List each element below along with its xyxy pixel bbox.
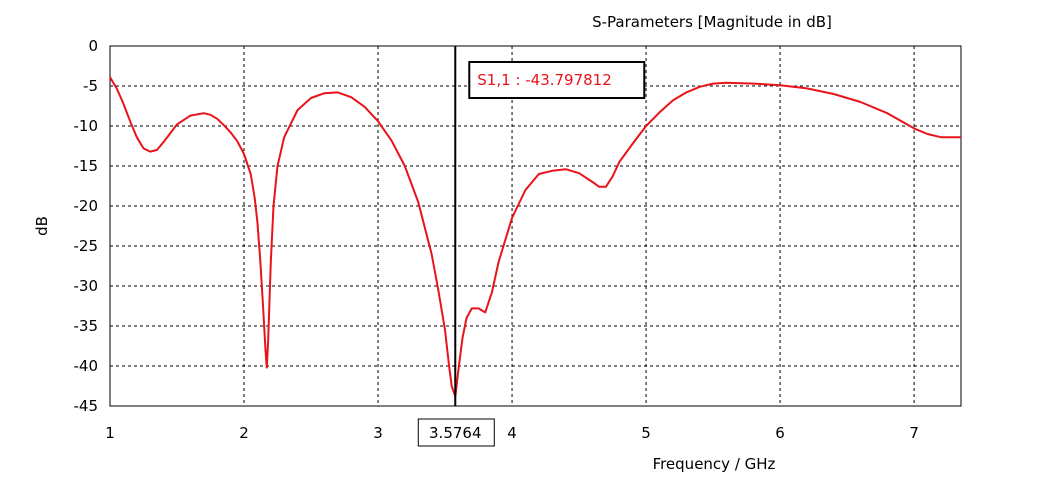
y-tick-label: -20 (74, 197, 99, 215)
x-tick-label: 1 (105, 424, 115, 442)
x-tick-label: 6 (775, 424, 785, 442)
y-tick-label: -30 (74, 277, 99, 295)
s11-series-line (109, 76, 961, 398)
marker-readout-box: S1,1 : -43.797812 (468, 61, 646, 99)
marker-x-label: 3.5764 (429, 424, 482, 442)
chart-title: S-Parameters [Magnitude in dB] (592, 13, 832, 31)
marker-readout-text: S1,1 : -43.797812 (477, 71, 612, 89)
marker-x-label-box: 3.5764 (417, 418, 495, 447)
y-tick-label: -40 (74, 357, 99, 375)
y-axis-label: dB (33, 216, 51, 236)
x-tick-label: 4 (507, 424, 517, 442)
x-tick-label: 7 (909, 424, 919, 442)
x-tick-label: 5 (641, 424, 651, 442)
x-tick-label: 3 (373, 424, 383, 442)
y-tick-label: -45 (74, 397, 99, 415)
y-tick-label: -35 (74, 317, 99, 335)
plot-area-frame (109, 45, 962, 407)
y-tick-label: -5 (83, 77, 98, 95)
y-tick-label: -15 (74, 157, 99, 175)
x-axis-label: Frequency / GHz (653, 455, 776, 473)
x-tick-label: 2 (239, 424, 249, 442)
grid-lines (110, 46, 961, 406)
y-tick-label: 0 (88, 37, 98, 55)
y-tick-label: -25 (74, 237, 99, 255)
y-tick-label: -10 (74, 117, 99, 135)
tick-labels: 1 2 3 4 5 6 7 0 -5 -10 -15 -20 -25 -30 -35 -40 -45 (74, 37, 919, 442)
